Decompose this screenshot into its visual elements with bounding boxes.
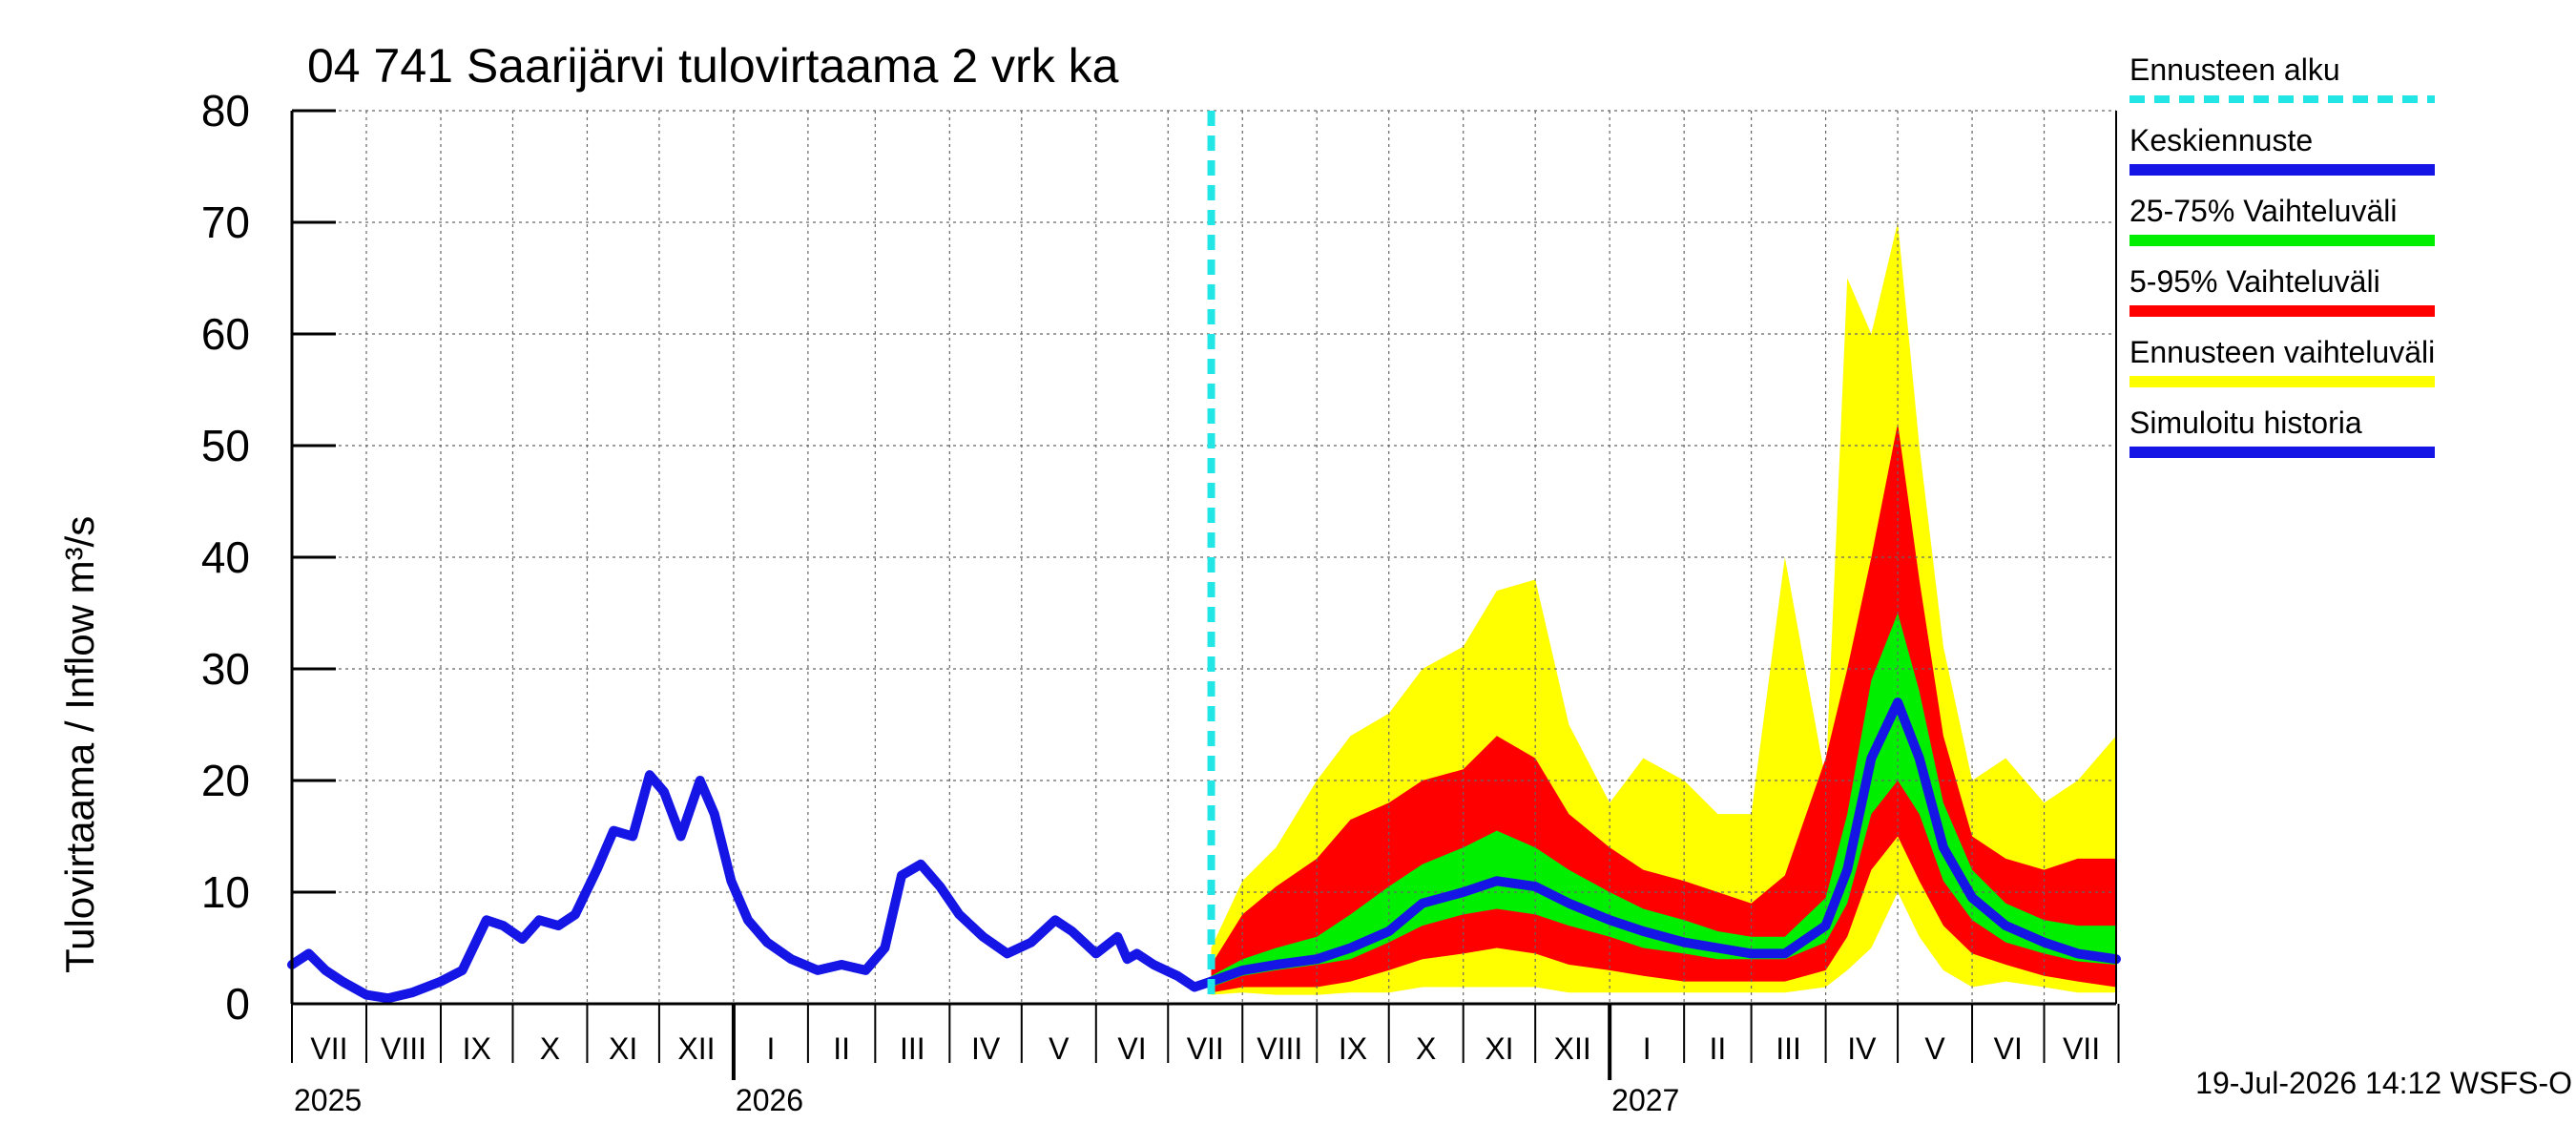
month-label: VIII [1257, 1031, 1302, 1066]
y-tick-label: 80 [201, 86, 250, 135]
month-label: I [1643, 1031, 1652, 1066]
legend: Ennusteen alku Keskiennuste 25-75% Vaihtel… [2129, 52, 2435, 458]
band-25-75 [1211, 613, 2116, 988]
month-label: III [900, 1031, 925, 1066]
month-label: VIII [381, 1031, 426, 1066]
month-label: X [1416, 1031, 1436, 1066]
month-label: XI [609, 1031, 637, 1066]
month-label: V [1924, 1031, 1945, 1066]
month-label: XI [1485, 1031, 1513, 1066]
band-5-95 [1211, 423, 2116, 993]
legend-label: Ennusteen alku [2129, 52, 2340, 87]
month-label: IX [463, 1031, 491, 1066]
forecast-bands [1211, 222, 2116, 995]
month-label: II [833, 1031, 850, 1066]
legend-label: 5-95% Vaihteluväli [2129, 264, 2380, 299]
history-line [287, 770, 1216, 1004]
chart-title: 04 741 Saarijärvi tulovirtaama 2 vrk ka [307, 39, 1119, 93]
legend-label: Keskiennuste [2129, 123, 2313, 157]
month-label: VII [310, 1031, 347, 1066]
month-label: IX [1339, 1031, 1367, 1066]
year-label: 2027 [1611, 1083, 1679, 1117]
y-tick-label: 20 [201, 756, 250, 805]
month-label: II [1709, 1031, 1726, 1066]
y-tick-label: 10 [201, 867, 250, 917]
month-label: X [540, 1031, 560, 1066]
month-label: VI [1117, 1031, 1146, 1066]
legend-label: 25-75% Vaihteluväli [2129, 194, 2397, 228]
month-label: VII [2063, 1031, 2100, 1066]
legend-label: Ennusteen vaihteluväli [2129, 335, 2435, 369]
month-label: V [1049, 1031, 1070, 1066]
y-tick-label: 40 [201, 532, 250, 582]
mean-forecast-line [1206, 697, 2121, 987]
legend-label: Simuloitu historia [2129, 406, 2362, 440]
year-label: 2026 [736, 1083, 803, 1117]
y-tick-label: 50 [201, 421, 250, 470]
y-tick-label: 30 [201, 644, 250, 694]
month-label: VII [1187, 1031, 1224, 1066]
month-label: I [766, 1031, 775, 1066]
month-label: III [1776, 1031, 1801, 1066]
month-label: IV [1847, 1031, 1877, 1066]
y-tick-label: 70 [201, 198, 250, 247]
month-label: XII [1554, 1031, 1591, 1066]
month-label: IV [971, 1031, 1001, 1066]
year-label: 2025 [294, 1083, 362, 1117]
grid-lines [292, 110, 2116, 1004]
series-lines [287, 111, 2121, 1004]
month-label: XII [677, 1031, 715, 1066]
month-label: VI [1994, 1031, 2023, 1066]
footer-timestamp: 19-Jul-2026 14:12 WSFS-O [2195, 1066, 2572, 1100]
y-tick-label: 0 [225, 979, 250, 1029]
y-axis-label: Tulovirtaama / Inflow m³/s [57, 516, 102, 973]
y-tick-label: 60 [201, 309, 250, 359]
